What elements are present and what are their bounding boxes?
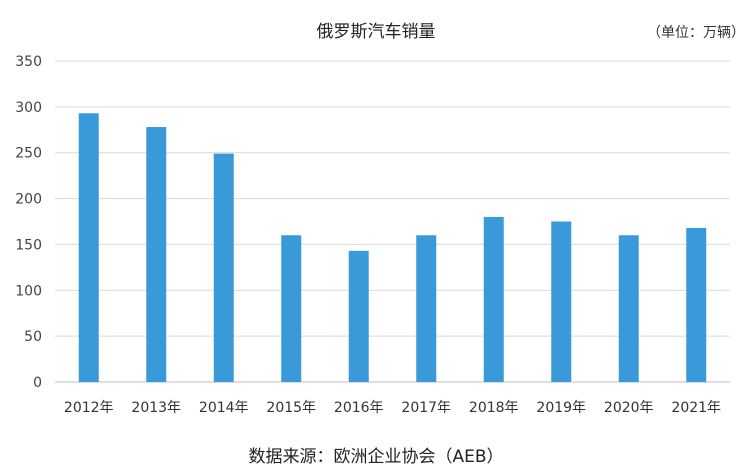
y-tick-label: 300: [15, 100, 42, 116]
x-tick-label: 2015年: [266, 400, 316, 416]
y-tick-label: 100: [15, 283, 42, 299]
bar-2021年: [686, 227, 707, 382]
bars: [78, 113, 707, 382]
x-tick-label: 2014年: [199, 400, 249, 416]
bar-2013年: [146, 127, 167, 382]
bar-2014年: [213, 153, 234, 382]
gridlines: [55, 60, 730, 383]
bar-2015年: [281, 235, 302, 382]
x-tick-label: 2012年: [64, 400, 114, 416]
y-tick-label: 200: [15, 192, 42, 208]
y-tick-label: 0: [33, 375, 42, 391]
bar-2020年: [618, 235, 639, 382]
y-tick-label: 250: [15, 146, 42, 162]
bar-2019年: [551, 221, 572, 382]
bar-2012年: [78, 113, 99, 382]
bar-2017年: [416, 235, 437, 382]
y-axis-ticks: 0 50 100 150 200 250 300 350: [15, 54, 42, 391]
x-tick-label: 2019年: [536, 400, 586, 416]
x-tick-label: 2020年: [604, 400, 654, 416]
x-axis-ticks: 2012年 2013年 2014年 2015年 2016年 2017年 2018年 2019年…: [64, 400, 721, 416]
y-tick-label: 350: [15, 54, 42, 70]
x-tick-label: 2021年: [671, 400, 721, 416]
unit-note: （单位：万辆）: [647, 25, 745, 41]
bar-2018年: [483, 216, 504, 382]
x-tick-label: 2018年: [469, 400, 519, 416]
x-tick-label: 2016年: [334, 400, 384, 416]
bar-2016年: [348, 250, 369, 382]
y-tick-label: 150: [15, 237, 42, 253]
x-tick-label: 2013年: [131, 400, 181, 416]
x-tick-label: 2017年: [401, 400, 451, 416]
source-note: 数据来源：欧洲企业协会（AEB）: [248, 447, 503, 467]
y-tick-label: 50: [24, 329, 42, 345]
chart-title: 俄罗斯汽车销量: [317, 22, 436, 42]
